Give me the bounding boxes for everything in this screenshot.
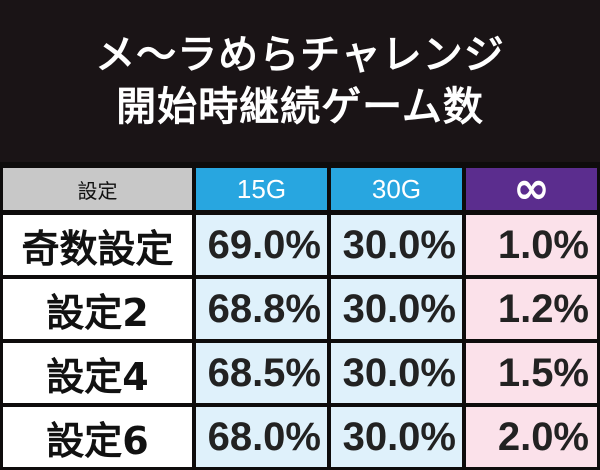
cell-setting-4-infinity: 1.5% bbox=[466, 343, 597, 403]
cell-setting-4-30g: 30.0% bbox=[331, 343, 462, 403]
continuation-table: 設定 15G 30G ∞ 奇数設定 69.0% 30.0% 1.0% 設定2 6… bbox=[0, 162, 600, 470]
cell-odd-15g: 69.0% bbox=[196, 215, 327, 275]
cell-odd-30g: 30.0% bbox=[331, 215, 462, 275]
title-line-2: 開始時継続ゲーム数 bbox=[116, 84, 484, 130]
cell-setting-2-infinity: 1.2% bbox=[466, 279, 597, 339]
row-label-setting-4: 設定4 bbox=[3, 343, 192, 403]
cell-setting-4-15g: 68.5% bbox=[196, 343, 327, 403]
title-line-1: メ～ラめらチャレンジ bbox=[95, 32, 505, 78]
title-block: メ～ラめらチャレンジ 開始時継続ゲーム数 bbox=[0, 0, 600, 162]
header-setting: 設定 bbox=[3, 168, 192, 210]
row-label-odd: 奇数設定 bbox=[3, 215, 192, 275]
header-30g: 30G bbox=[331, 168, 462, 210]
row-label-setting-6: 設定6 bbox=[3, 407, 192, 467]
cell-setting-2-30g: 30.0% bbox=[331, 279, 462, 339]
cell-setting-6-infinity: 2.0% bbox=[466, 407, 597, 467]
header-15g: 15G bbox=[196, 168, 327, 210]
cell-setting-6-15g: 68.0% bbox=[196, 407, 327, 467]
row-label-setting-2: 設定2 bbox=[3, 279, 192, 339]
cell-setting-2-15g: 68.8% bbox=[196, 279, 327, 339]
cell-setting-6-30g: 30.0% bbox=[331, 407, 462, 467]
header-infinity: ∞ bbox=[466, 168, 597, 210]
cell-odd-infinity: 1.0% bbox=[466, 215, 597, 275]
